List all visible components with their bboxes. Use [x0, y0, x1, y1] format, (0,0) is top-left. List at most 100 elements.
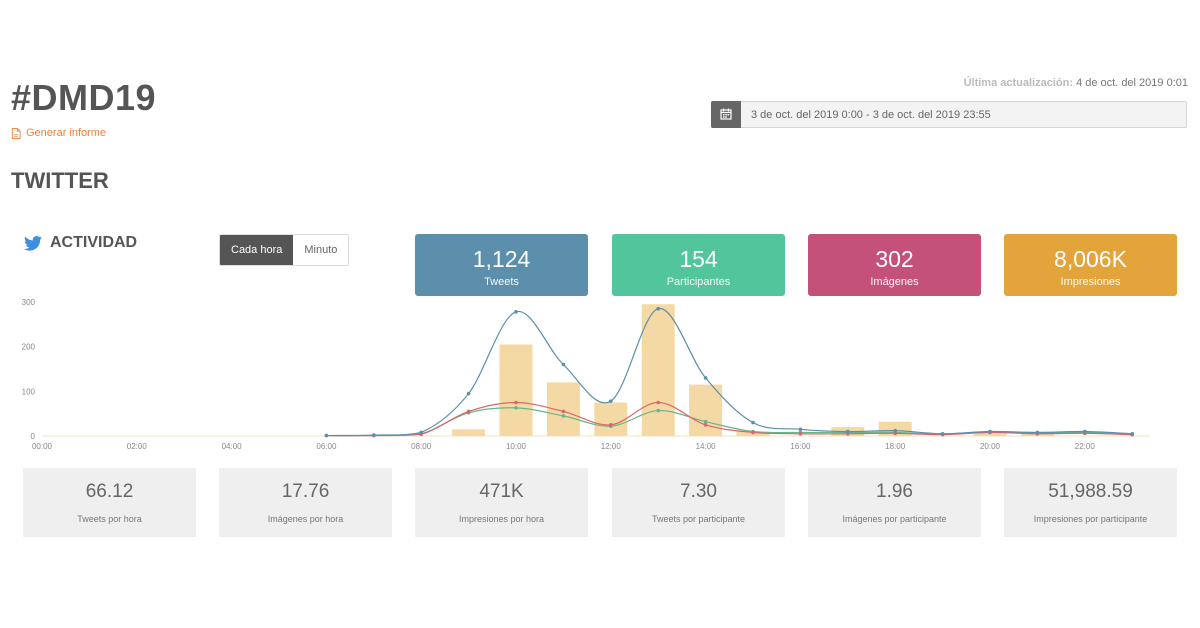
metric-value: 51,988.59: [1048, 481, 1133, 502]
date-range-picker[interactable]: 3 de oct. del 2019 0:00 - 3 de oct. del …: [711, 100, 1187, 128]
metric-tweets-per-participant: 7.30 Tweets por participante: [612, 468, 785, 537]
series-point: [609, 423, 613, 427]
series-point: [514, 406, 518, 410]
page-title: #DMD19: [11, 77, 157, 118]
activity-chart: 0 100 200 300 00:00 02:00 04:00 06:00 08:00 10:00…: [22, 298, 1150, 451]
metric-label: Impresiones por participante: [1033, 514, 1148, 524]
stat-label: Participantes: [666, 276, 731, 288]
last-update-label: Última actualización:: [963, 77, 1073, 89]
series-point: [751, 430, 755, 435]
granularity-toggle: Cada hora Minuto: [219, 234, 350, 266]
stat-value: 8,006K: [1054, 246, 1127, 272]
series-point: [1035, 430, 1040, 435]
metric-value: 7.30: [680, 481, 717, 502]
metric-label: Tweets por hora: [77, 514, 142, 524]
series-point: [893, 428, 897, 433]
series-point: [514, 400, 518, 405]
calendar-button[interactable]: [711, 100, 741, 128]
stat-label: Tweets: [484, 276, 519, 288]
series-point: [703, 419, 708, 424]
chart-bar: [546, 382, 580, 436]
stat-card-participants: 154 Participantes: [612, 234, 785, 296]
x-tick-label: 04:00: [222, 442, 243, 451]
stat-card-images: 302 Imágenes: [808, 234, 981, 296]
activity-heading: ACTIVIDAD: [24, 234, 137, 252]
series-point: [751, 420, 755, 425]
chart-bar: [499, 344, 533, 436]
activity-title: ACTIVIDAD: [50, 234, 138, 251]
y-tick-label: 0: [31, 432, 36, 441]
y-tick-label: 100: [22, 387, 36, 396]
toggle-minute[interactable]: Minuto: [293, 235, 349, 265]
metric-tweets-per-hour: 66.12 Tweets por hora: [23, 468, 196, 537]
series-point: [656, 408, 660, 413]
metric-label: Imágenes por participante: [842, 514, 947, 524]
series-point: [703, 423, 708, 427]
series-point: [1130, 431, 1134, 436]
toggle-hourly[interactable]: Cada hora: [220, 235, 294, 265]
series-point: [324, 433, 329, 438]
metric-value: 1.96: [876, 481, 913, 502]
stat-label: Imágenes: [870, 276, 919, 288]
x-tick-label: 02:00: [127, 442, 148, 451]
series-point: [798, 431, 803, 436]
pdf-file-icon: [11, 127, 21, 139]
series-point: [893, 431, 897, 436]
calendar-icon: [720, 108, 732, 120]
x-tick-label: 16:00: [790, 442, 811, 451]
x-tick-label: 22:00: [1075, 442, 1096, 451]
date-range-text: 3 de oct. del 2019 0:00 - 3 de oct. del …: [751, 108, 991, 121]
series-point: [656, 400, 660, 405]
series-point: [846, 429, 850, 434]
stat-value: 302: [875, 246, 914, 272]
stat-label: Impresiones: [1060, 276, 1121, 288]
series-point: [561, 414, 566, 418]
stat-value: 154: [679, 246, 718, 272]
x-tick-label: 12:00: [601, 442, 622, 451]
x-tick-label: 00:00: [32, 442, 53, 451]
x-tick-label: 10:00: [506, 442, 527, 451]
series-point: [798, 427, 803, 432]
y-tick-label: 300: [22, 298, 36, 307]
metric-label: Tweets por participante: [651, 514, 746, 524]
series-point: [466, 409, 471, 414]
generate-report-label: Generar informe: [26, 127, 107, 139]
x-tick-label: 06:00: [316, 442, 337, 451]
stat-value: 1,124: [472, 246, 531, 272]
chart-bar: [594, 402, 628, 436]
metric-value: 66.12: [85, 481, 134, 502]
last-update-value: 4 de oct. del 2019 0:01: [1076, 77, 1188, 89]
series-point: [609, 399, 613, 403]
chart-bar: [452, 429, 486, 436]
series-point: [1083, 429, 1087, 434]
stat-card-impressions: 8,006K Impresiones: [1004, 234, 1177, 296]
section-title-twitter: TWITTER: [11, 168, 109, 193]
metric-images-per-hour: 17.76 Imágenes por hora: [219, 468, 392, 537]
metric-label: Imágenes por hora: [267, 514, 344, 524]
series-point: [656, 306, 660, 311]
metric-impressions-per-participant: 51,988.59 Impresiones por participante: [1004, 468, 1177, 537]
last-update: Última actualización: 4 de oct. del 2019…: [964, 77, 1188, 89]
series-point: [419, 430, 424, 435]
metric-impressions-per-hour: 471K Impresiones por hora: [415, 468, 588, 537]
metric-label: Impresiones por hora: [458, 514, 545, 524]
x-tick-label: 14:00: [696, 442, 717, 451]
series-point: [561, 409, 566, 414]
series-line: [326, 308, 1133, 437]
y-tick-label: 200: [22, 343, 36, 352]
series-point: [703, 376, 708, 380]
x-tick-label: 18:00: [885, 442, 906, 451]
metric-value: 17.76: [281, 481, 330, 502]
series-point: [466, 391, 471, 396]
chart-bar: [641, 304, 675, 436]
stat-card-tweets: 1,124 Tweets: [415, 234, 588, 296]
series-point: [561, 362, 566, 367]
series-point: [514, 310, 518, 314]
generate-report-link[interactable]: Generar informe: [11, 127, 106, 139]
series-line: [326, 401, 1133, 437]
twitter-bird-icon: [24, 235, 42, 251]
metric-images-per-participant: 1.96 Imágenes por participante: [808, 468, 981, 537]
x-tick-label: 08:00: [411, 442, 432, 451]
series-point: [372, 433, 376, 437]
series-point: [988, 429, 992, 434]
